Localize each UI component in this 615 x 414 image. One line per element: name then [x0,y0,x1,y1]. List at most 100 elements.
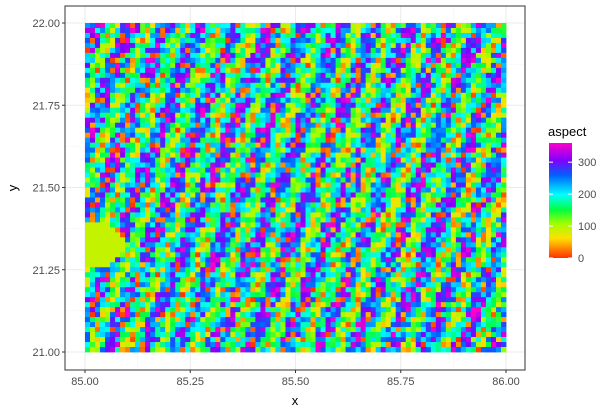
raster-cell [355,197,362,203]
raster-cell [440,27,447,34]
raster-cell [485,142,492,149]
raster-cell [420,252,427,258]
raster-cell [480,217,487,223]
raster-cell [150,312,156,318]
raster-cell [155,112,161,119]
raster-cell [180,287,186,293]
raster-cell [210,37,216,44]
raster-cell [95,127,101,134]
raster-cell [250,302,256,308]
raster-cell [400,182,407,188]
raster-cell [415,232,422,238]
raster-cell [415,202,422,208]
raster-cell [95,157,101,163]
raster-cell [175,23,181,29]
raster-cell [220,257,226,263]
raster-cell [410,37,417,44]
raster-cell [120,172,126,178]
raster-cell [105,307,111,313]
raster-cell [305,37,311,44]
raster-cell [155,27,161,34]
raster-cell [430,127,437,134]
raster-cell [420,42,427,49]
raster-cell [465,172,472,178]
raster-cell [245,207,251,213]
raster-cell [375,77,382,84]
raster-cell [435,162,442,168]
raster-cell [285,177,291,183]
raster-cell [380,92,387,99]
raster-cell [180,302,186,308]
raster-cell [355,107,362,114]
raster-cell [335,147,342,153]
raster-cell [285,192,291,198]
raster-cell [280,262,286,268]
raster-cell [370,257,377,263]
raster-cell [490,152,497,158]
raster-cell [420,272,427,278]
raster-cell [300,237,306,243]
raster-cell [410,127,417,134]
raster-cell [405,72,412,79]
raster-cell [345,112,352,119]
raster-cell [315,32,321,39]
raster-cell [240,152,246,158]
raster-cell [465,222,472,228]
raster-cell [270,172,276,178]
raster-cell [305,182,311,188]
raster-cell [360,307,367,313]
raster-cell [135,312,141,318]
raster-cell [285,212,291,218]
raster-cell [150,237,156,243]
raster-cell [265,272,271,278]
raster-cell [195,72,201,79]
raster-cell [180,157,186,163]
raster-cell [195,152,201,158]
raster-cell [410,237,417,243]
raster-cell [110,47,116,54]
raster-cell [175,232,181,238]
raster-cell [270,27,276,34]
raster-cell [125,247,131,253]
raster-cell [475,202,482,208]
raster-cell [160,207,166,213]
raster-cell [475,142,482,149]
raster-cell [500,182,507,188]
raster-cell [455,292,462,298]
raster-cell [220,277,226,283]
raster-cell [265,187,271,193]
raster-cell [205,187,211,193]
raster-cell [435,167,442,173]
raster-cell [290,257,296,263]
raster-cell [440,312,447,318]
raster-cell [300,282,306,288]
raster-cell [385,52,392,59]
raster-cell [175,252,181,258]
raster-cell [135,297,141,303]
raster-cell [85,57,91,64]
raster-cell [355,307,362,313]
raster-cell [85,42,91,49]
raster-cell [90,277,96,283]
raster-cell [255,132,261,139]
raster-cell [240,197,246,203]
raster-cell [120,132,126,139]
raster-cell [310,167,316,173]
raster-cell [370,107,377,114]
raster-cell [350,82,357,89]
raster-cell [410,137,417,144]
raster-cell [360,122,367,129]
raster-cell [385,202,392,208]
raster-cell [435,177,442,183]
raster-cell [430,23,437,29]
raster-cell [485,87,492,94]
raster-cell [390,192,397,198]
raster-cell [275,127,281,134]
raster-cell [280,157,286,163]
raster-cell [415,297,422,303]
raster-cell [135,47,141,54]
raster-cell [340,117,347,124]
raster-cell [175,142,181,149]
raster-cell [205,162,211,168]
raster-cell [475,57,482,64]
